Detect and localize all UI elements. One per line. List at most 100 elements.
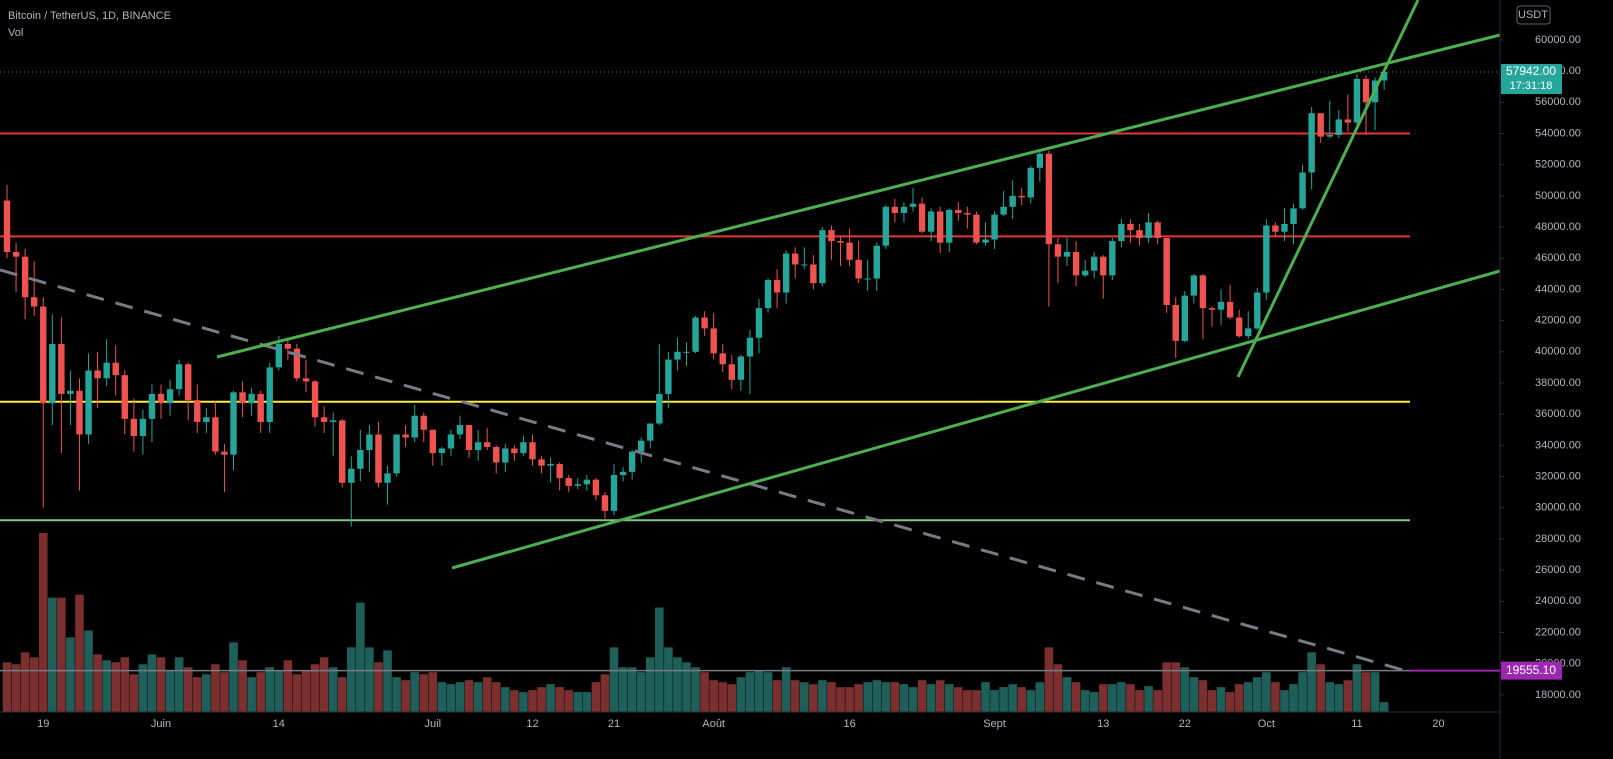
volume-bar	[510, 690, 519, 712]
volume-bar	[1144, 686, 1153, 712]
candle-body	[801, 264, 808, 266]
candle-body	[493, 446, 500, 463]
candle-body	[1353, 78, 1361, 123]
drawings	[0, 0, 1501, 674]
volume-bar	[319, 657, 329, 712]
volume-bar	[1162, 662, 1171, 712]
candle-body	[411, 415, 418, 438]
candle-body	[85, 370, 92, 435]
volume-bar	[473, 682, 483, 712]
volume-bar	[1089, 692, 1099, 712]
candle-body	[520, 442, 527, 454]
price-axis	[1500, 0, 1613, 759]
candle-body	[1299, 172, 1306, 209]
candle-body	[1009, 195, 1016, 207]
volume-bar	[1234, 684, 1244, 712]
volume-bar	[274, 670, 284, 712]
volume-bar	[1379, 702, 1389, 712]
y-tick-label: 32000.00	[1535, 470, 1581, 482]
candle-body	[1000, 206, 1007, 215]
volume-bar	[410, 672, 419, 712]
volume-bar	[881, 682, 891, 712]
volume-bar	[265, 667, 275, 712]
volume-bar	[818, 680, 827, 712]
candle-body	[674, 351, 681, 360]
y-tick-label: 40000.00	[1535, 346, 1581, 358]
candle-body	[293, 348, 301, 379]
volume-bar	[211, 664, 220, 712]
candle-body	[1145, 222, 1152, 238]
candle-body	[737, 356, 745, 380]
candle-body	[837, 241, 844, 243]
candle-body	[402, 434, 409, 438]
steep-trendline	[1236, 0, 1420, 378]
volume-bar	[1198, 680, 1208, 712]
candle-body	[855, 259, 862, 279]
candle-body	[275, 343, 282, 368]
candle-body	[420, 415, 427, 430]
candle-body	[49, 343, 56, 404]
volume-bar	[11, 664, 21, 712]
candle-body	[1217, 301, 1225, 310]
volume-bar	[609, 647, 619, 712]
volume-bar	[664, 647, 673, 712]
y-tick-label: 26000.00	[1535, 564, 1581, 576]
volume-bar	[337, 677, 347, 712]
candle-body	[810, 264, 817, 284]
candle-body	[185, 364, 192, 401]
y-tick-label: 18000.00	[1535, 689, 1581, 701]
x-tick-label: Août	[702, 718, 725, 730]
currency-box[interactable]	[1516, 5, 1551, 25]
volume-bar	[1062, 677, 1072, 712]
volume-bar	[165, 670, 175, 712]
y-tick-label: 38000.00	[1535, 377, 1581, 389]
candle-body	[1317, 113, 1324, 137]
volume-bar	[292, 674, 302, 712]
volume-bar	[790, 680, 800, 712]
volume-bar	[935, 680, 945, 712]
volume-bar	[1216, 687, 1226, 712]
volume-bar	[1108, 684, 1117, 712]
chart-title: Bitcoin / TetherUS, 1D, BINANCE	[8, 10, 171, 22]
volume-bar	[482, 677, 492, 712]
volume-bar	[1153, 690, 1162, 712]
volume-bar	[428, 672, 438, 712]
volume-bar	[111, 662, 121, 712]
volume-bar	[781, 667, 791, 712]
candle-body	[647, 423, 654, 441]
candle-body	[1127, 223, 1134, 231]
volume-bar	[356, 602, 365, 712]
volume-bar	[1225, 692, 1235, 712]
currency: USDT	[1518, 9, 1548, 21]
candle-body	[955, 209, 962, 214]
candle-body	[121, 375, 128, 419]
candle-body	[1109, 241, 1116, 276]
candle-body	[891, 206, 899, 214]
indicator-label: 19555.10	[1506, 663, 1556, 677]
volume-bar	[437, 682, 447, 712]
volume-bar	[1044, 647, 1054, 712]
volume-bar	[120, 657, 130, 712]
y-tick-label: 30000.00	[1535, 502, 1581, 514]
candle-body	[638, 440, 645, 452]
candle-body	[864, 278, 871, 280]
candle-body	[973, 214, 980, 243]
candle-body	[1235, 317, 1243, 337]
candle-body	[203, 417, 210, 422]
candle-body	[1226, 301, 1234, 318]
volume-bar	[1080, 690, 1090, 712]
y-tick-label: 54000.00	[1535, 127, 1581, 139]
x-tick-label: 13	[1097, 718, 1109, 730]
candle-body	[1045, 153, 1053, 245]
candle-body	[1362, 78, 1370, 103]
volume-bar	[555, 687, 564, 712]
volume-bar	[1117, 682, 1126, 712]
volume-bar	[66, 637, 75, 712]
candle-body	[40, 306, 47, 404]
volume-bar	[491, 682, 501, 712]
candle-body	[384, 473, 391, 483]
candle-body	[284, 343, 292, 349]
volume-bar	[1289, 684, 1298, 712]
candle-body	[1254, 292, 1261, 329]
